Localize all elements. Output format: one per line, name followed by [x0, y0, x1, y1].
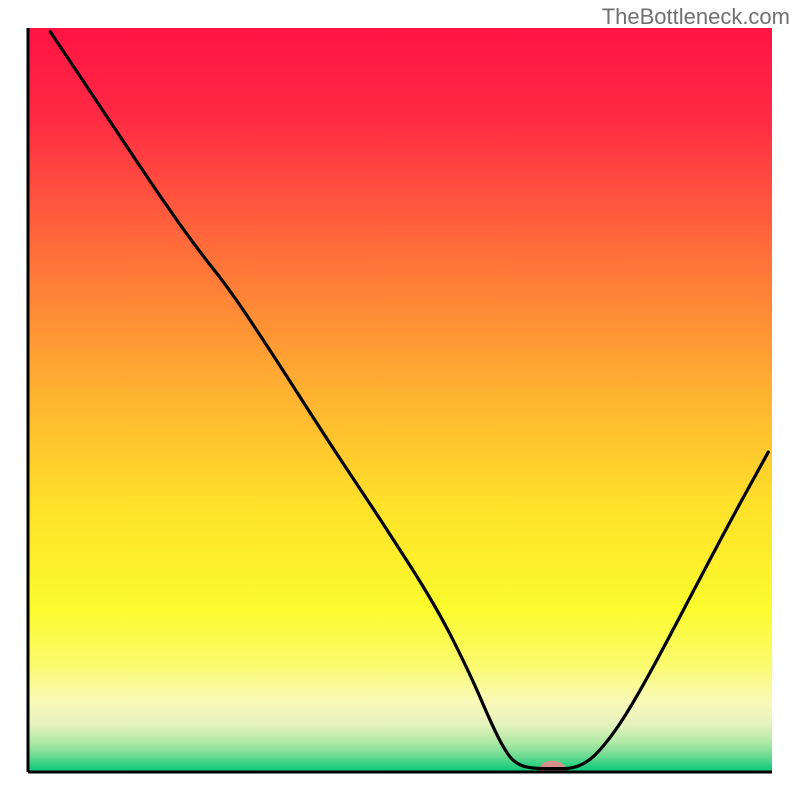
bottleneck-chart	[0, 0, 800, 800]
chart-container: { "watermark": { "text": "TheBottleneck.…	[0, 0, 800, 800]
watermark-text: TheBottleneck.com	[602, 4, 790, 30]
gradient-background	[28, 28, 772, 772]
